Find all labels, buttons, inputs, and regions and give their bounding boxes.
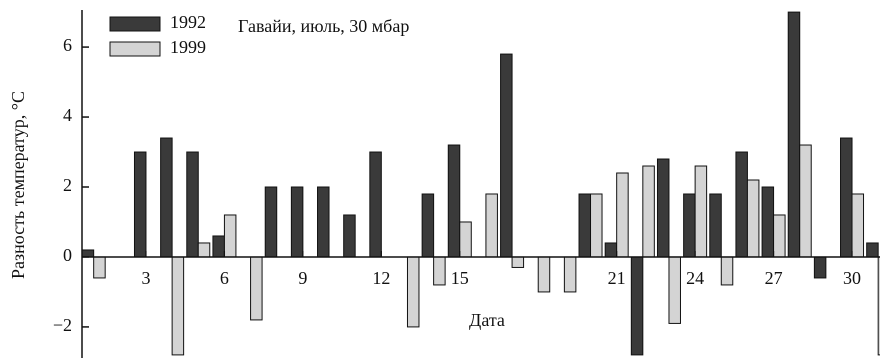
bar (421, 193, 435, 258)
bar (197, 242, 211, 258)
x-tick-label: 24 (686, 268, 704, 288)
y-tick-label: 2 (63, 175, 72, 195)
x-tick-label: 3 (141, 268, 150, 288)
legend-swatch (109, 16, 161, 32)
y-tick-label: −2 (53, 315, 72, 335)
bar (813, 256, 827, 279)
x-axis-label: Дата (469, 310, 505, 330)
bar (851, 193, 865, 258)
bar (133, 151, 147, 258)
bar (840, 137, 853, 258)
bar (746, 179, 760, 258)
x-tick-label: 6 (220, 268, 229, 288)
legend-label: 1999 (170, 37, 206, 57)
bar (866, 242, 879, 258)
bars (82, 11, 880, 356)
y-tick-label: 4 (63, 105, 72, 125)
bar (656, 158, 670, 258)
x-tick-label: 12 (372, 268, 390, 288)
legend-swatch (109, 41, 161, 57)
bar (799, 144, 812, 258)
bar (709, 193, 722, 258)
bar (668, 256, 681, 324)
x-tick-label: 27 (765, 268, 783, 288)
bar (317, 186, 330, 258)
y-tick-label: 0 (63, 245, 72, 265)
bar (223, 214, 237, 258)
x-tick-label: 9 (298, 268, 307, 288)
x-tick-label: 30 (843, 268, 861, 288)
x-tick-label: 21 (608, 268, 626, 288)
bar (590, 193, 603, 258)
bar (290, 186, 304, 258)
bar (761, 186, 775, 258)
bar (250, 256, 263, 321)
bar (160, 137, 173, 258)
bar (787, 11, 801, 258)
bar (369, 151, 382, 258)
bar (720, 256, 734, 286)
x-tick-label: 15 (451, 268, 469, 288)
bar (563, 256, 577, 293)
bar (406, 256, 420, 328)
bar (447, 144, 461, 258)
bar (343, 214, 356, 258)
bar (186, 151, 199, 258)
bar (604, 242, 618, 258)
bar (171, 256, 185, 356)
bar (683, 193, 696, 258)
bar (773, 214, 786, 258)
bar (264, 186, 278, 258)
bar (82, 249, 95, 258)
bar (459, 221, 472, 258)
bar (630, 256, 644, 356)
bar (735, 151, 748, 258)
bar (642, 165, 655, 258)
bar (877, 256, 880, 356)
bar (694, 165, 708, 258)
legend-label: 1992 (170, 12, 206, 32)
bar (500, 53, 513, 258)
bar (433, 256, 446, 286)
y-axis-label: Разность температур, °С (8, 91, 28, 279)
y-tick-label: 6 (63, 35, 72, 55)
bar (212, 235, 225, 258)
bar (485, 193, 498, 258)
annotation: Гавайи, июль, 30 мбар (238, 16, 409, 36)
bar (511, 256, 525, 268)
bar (578, 193, 592, 258)
bar (537, 256, 551, 293)
bar (93, 256, 106, 279)
bar (616, 172, 629, 258)
